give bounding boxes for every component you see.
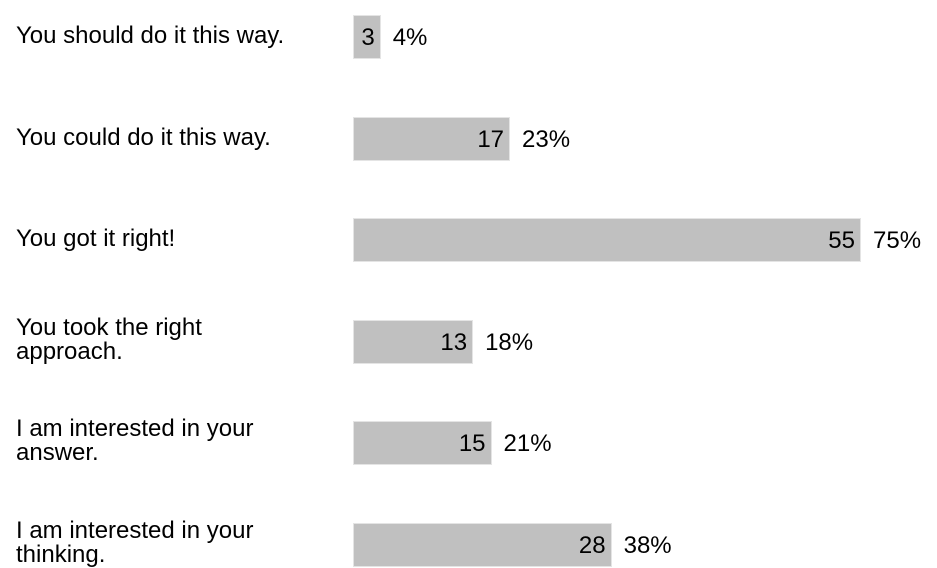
bar-percent-label: 4% [392,24,428,51]
bar [353,319,474,364]
bar-percent-label: 21% [503,430,552,457]
bar [353,218,861,262]
bar-value-label: 15 [458,430,486,457]
bar [353,421,492,465]
bar-value-label: 28 [578,531,606,559]
bar-percent-label: 18% [485,328,534,356]
bar-percent-label: 23% [522,125,571,153]
category-label: I am interested in your answer. [16,415,254,466]
bar [353,15,381,59]
bar [353,116,511,161]
bar-value-label: 13 [440,328,468,356]
category-label: I am interested in your thinking. [16,516,254,568]
bar-percent-label: 38% [623,531,672,559]
bar-percent-label: 75% [873,227,922,254]
bar-value-label: 55 [828,227,855,254]
bar-value-label: 17 [477,125,505,153]
category-label: You could do it this way. [16,123,271,151]
category-label: You got it right! [16,225,176,252]
category-label: You should do it this way. [16,22,285,49]
category-label: You took the right approach. [16,313,202,365]
bar-value-label: 3 [361,24,375,51]
